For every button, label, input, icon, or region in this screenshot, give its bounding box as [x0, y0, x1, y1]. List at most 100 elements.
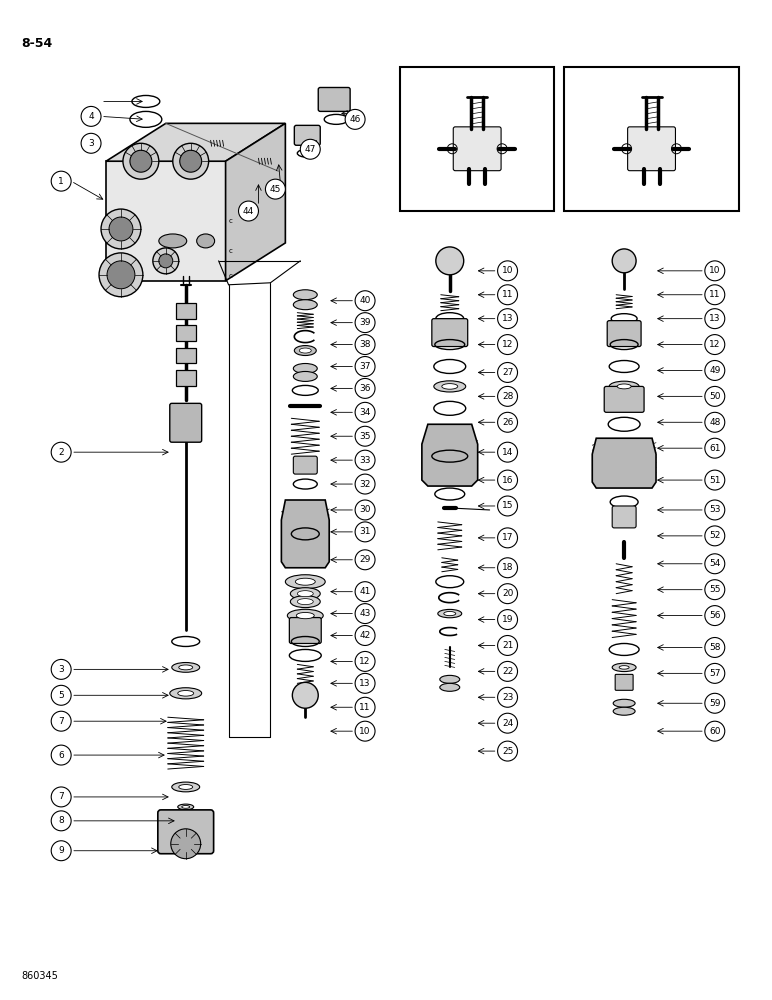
- Circle shape: [355, 450, 375, 470]
- Ellipse shape: [293, 363, 317, 373]
- Text: 9: 9: [59, 846, 64, 855]
- FancyBboxPatch shape: [293, 456, 317, 474]
- FancyBboxPatch shape: [318, 87, 350, 111]
- Circle shape: [51, 711, 71, 731]
- Ellipse shape: [612, 663, 636, 672]
- Circle shape: [355, 357, 375, 376]
- Circle shape: [498, 362, 517, 382]
- Text: 57: 57: [709, 669, 720, 678]
- FancyBboxPatch shape: [294, 125, 320, 145]
- Text: 34: 34: [360, 408, 371, 417]
- Text: c: c: [229, 218, 232, 224]
- Text: 13: 13: [359, 679, 371, 688]
- Ellipse shape: [290, 596, 320, 608]
- Ellipse shape: [438, 609, 462, 618]
- Ellipse shape: [297, 591, 313, 597]
- Text: 21: 21: [502, 641, 513, 650]
- Ellipse shape: [172, 782, 200, 792]
- Text: 11: 11: [359, 703, 371, 712]
- Text: 13: 13: [709, 314, 720, 323]
- Ellipse shape: [613, 699, 635, 707]
- Circle shape: [498, 610, 517, 630]
- Circle shape: [498, 412, 517, 432]
- Circle shape: [705, 361, 725, 380]
- Circle shape: [159, 254, 173, 268]
- Circle shape: [498, 713, 517, 733]
- Circle shape: [705, 335, 725, 355]
- Circle shape: [173, 143, 208, 179]
- Text: 44: 44: [243, 207, 254, 216]
- Text: 12: 12: [360, 657, 371, 666]
- Circle shape: [498, 741, 517, 761]
- Circle shape: [498, 636, 517, 655]
- Text: 49: 49: [709, 366, 720, 375]
- Circle shape: [498, 442, 517, 462]
- Ellipse shape: [440, 675, 460, 683]
- Text: 58: 58: [709, 643, 720, 652]
- Ellipse shape: [442, 384, 458, 389]
- Circle shape: [355, 721, 375, 741]
- Circle shape: [51, 659, 71, 679]
- Text: 23: 23: [502, 693, 513, 702]
- Circle shape: [153, 248, 179, 274]
- FancyBboxPatch shape: [453, 127, 501, 171]
- Circle shape: [705, 261, 725, 281]
- Text: 30: 30: [359, 505, 371, 514]
- Circle shape: [355, 550, 375, 570]
- Text: 60: 60: [709, 727, 720, 736]
- Circle shape: [355, 426, 375, 446]
- Ellipse shape: [197, 234, 215, 248]
- Circle shape: [612, 249, 636, 273]
- Text: 4: 4: [88, 112, 94, 121]
- Circle shape: [293, 682, 318, 708]
- Ellipse shape: [440, 683, 460, 691]
- FancyBboxPatch shape: [612, 506, 636, 528]
- FancyBboxPatch shape: [176, 325, 195, 341]
- Circle shape: [123, 143, 159, 179]
- Text: 15: 15: [502, 501, 513, 510]
- FancyBboxPatch shape: [176, 303, 195, 319]
- Circle shape: [355, 522, 375, 542]
- Text: 56: 56: [709, 611, 720, 620]
- Ellipse shape: [286, 575, 325, 589]
- Text: 26: 26: [502, 418, 513, 427]
- FancyBboxPatch shape: [615, 674, 633, 690]
- Circle shape: [355, 651, 375, 671]
- Ellipse shape: [293, 300, 317, 310]
- Text: 11: 11: [709, 290, 720, 299]
- FancyBboxPatch shape: [290, 618, 321, 643]
- Circle shape: [355, 626, 375, 645]
- Circle shape: [355, 402, 375, 422]
- Ellipse shape: [434, 381, 466, 392]
- Text: 8-54: 8-54: [22, 37, 52, 50]
- Polygon shape: [592, 438, 656, 488]
- Text: 51: 51: [709, 476, 720, 485]
- Circle shape: [81, 133, 101, 153]
- Text: 12: 12: [502, 340, 513, 349]
- Circle shape: [705, 638, 725, 657]
- Circle shape: [101, 209, 141, 249]
- FancyBboxPatch shape: [170, 403, 201, 442]
- Text: 36: 36: [359, 384, 371, 393]
- Circle shape: [705, 721, 725, 741]
- Text: 5: 5: [59, 691, 64, 700]
- Text: 7: 7: [59, 792, 64, 801]
- Text: 47: 47: [305, 145, 316, 154]
- Circle shape: [705, 438, 725, 458]
- Circle shape: [705, 309, 725, 329]
- FancyBboxPatch shape: [432, 319, 468, 347]
- Circle shape: [705, 580, 725, 600]
- Ellipse shape: [300, 348, 311, 353]
- Circle shape: [705, 412, 725, 432]
- Ellipse shape: [294, 346, 317, 356]
- Text: 3: 3: [88, 139, 94, 148]
- Text: 20: 20: [502, 589, 513, 598]
- FancyBboxPatch shape: [176, 348, 195, 363]
- Circle shape: [345, 109, 365, 129]
- Circle shape: [705, 526, 725, 546]
- Ellipse shape: [613, 707, 635, 715]
- FancyBboxPatch shape: [604, 386, 644, 412]
- Text: 14: 14: [502, 448, 513, 457]
- Ellipse shape: [179, 665, 193, 670]
- Text: 18: 18: [502, 563, 513, 572]
